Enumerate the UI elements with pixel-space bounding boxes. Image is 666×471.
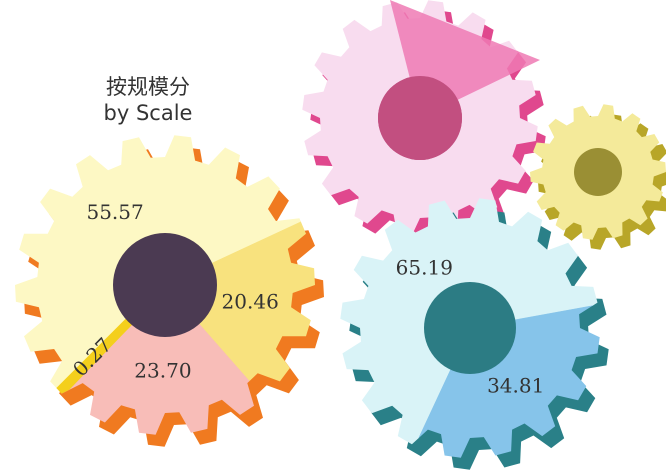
gear-hole — [113, 233, 217, 337]
data-label: 23.70 — [134, 359, 191, 383]
data-label: 20.46 — [222, 289, 279, 313]
data-label: 55.57 — [86, 200, 143, 224]
data-label: 34.81 — [487, 374, 544, 398]
gear-hole — [574, 148, 622, 196]
gear-hole — [378, 76, 462, 160]
chart-subtitle: by Scale — [104, 101, 193, 125]
chart-title: 按规模分 — [106, 75, 190, 99]
gear-hole — [424, 282, 516, 374]
data-label: 65.19 — [396, 255, 453, 279]
decor — [302, 0, 666, 250]
